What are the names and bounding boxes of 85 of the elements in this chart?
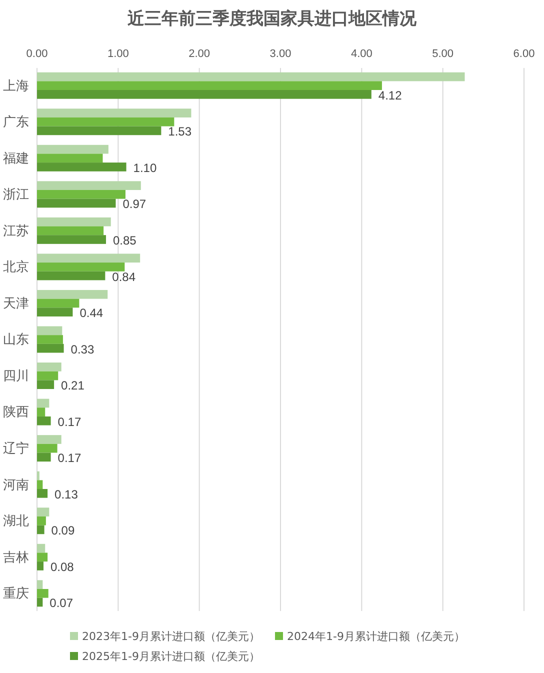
bar <box>37 480 43 490</box>
data-label: 0.07 <box>50 596 74 610</box>
legend-label: 2025年1-9月累计进口额（亿美元） <box>82 650 260 663</box>
bar <box>37 508 50 516</box>
bar <box>37 126 162 136</box>
data-label: 0.17 <box>58 451 82 466</box>
y-tick-label: 湖北 <box>3 513 29 528</box>
bar <box>37 290 108 299</box>
bar <box>37 144 108 154</box>
y-tick-label: 浙江 <box>3 186 29 202</box>
legend-label: 2023年1-9月累计进口额（亿美元） <box>82 630 260 643</box>
bar <box>37 262 125 272</box>
bar <box>37 162 126 172</box>
bar <box>37 416 51 426</box>
data-label: 0.84 <box>112 270 136 284</box>
bar <box>37 380 54 390</box>
bar <box>37 254 140 263</box>
y-tick-label: 江苏 <box>3 222 29 238</box>
bar <box>37 190 126 199</box>
bar <box>37 588 48 598</box>
bar <box>37 516 46 526</box>
bar <box>37 235 106 244</box>
x-tick-label: 3.00 <box>270 48 292 60</box>
bar <box>37 217 111 226</box>
x-tick-label: 4.00 <box>350 48 372 60</box>
bar <box>37 580 43 589</box>
bar <box>37 271 106 280</box>
bar <box>37 335 63 344</box>
bar <box>37 598 43 607</box>
y-tick-label: 辽宁 <box>3 440 29 456</box>
y-tick-label: 吉林 <box>3 549 29 564</box>
bar <box>37 308 73 316</box>
bar <box>37 72 465 82</box>
bar <box>37 452 51 462</box>
x-tick-label: 0.00 <box>26 48 48 60</box>
data-label: 4.12 <box>378 88 402 102</box>
bar <box>37 408 46 416</box>
data-label: 0.09 <box>51 524 75 538</box>
bar <box>37 154 103 163</box>
data-label: 0.33 <box>70 342 94 356</box>
bar <box>37 371 58 380</box>
bar <box>37 435 62 444</box>
data-label: 1.53 <box>168 124 192 139</box>
y-tick-label: 广东 <box>3 114 29 130</box>
y-tick-label: 天津 <box>3 295 29 310</box>
x-tick-label: 1.00 <box>107 48 129 60</box>
bar <box>37 90 372 99</box>
bar <box>37 326 62 336</box>
data-label: 0.13 <box>54 487 78 502</box>
bar <box>37 552 48 562</box>
x-tick-label: 6.00 <box>513 48 535 60</box>
bar <box>37 362 62 372</box>
y-tick-label: 陕西 <box>3 404 29 420</box>
bar <box>37 181 141 190</box>
data-label: 1.10 <box>133 160 157 175</box>
y-tick-label: 北京 <box>3 259 29 274</box>
data-label: 0.21 <box>61 378 85 393</box>
bar <box>37 444 58 453</box>
y-tick-label: 山东 <box>3 332 29 347</box>
bar <box>37 489 48 498</box>
bar <box>37 81 382 90</box>
data-label: 0.44 <box>80 306 104 320</box>
legend-label: 2024年1-9月累计进口额（亿美元） <box>287 630 465 643</box>
bar <box>37 544 46 553</box>
bar <box>37 117 174 126</box>
bar <box>37 525 44 534</box>
data-label: 0.08 <box>50 560 74 574</box>
bar <box>37 226 104 236</box>
y-tick-label: 四川 <box>3 368 29 383</box>
y-tick-label: 河南 <box>3 476 29 492</box>
bar <box>37 398 50 408</box>
bar <box>37 298 80 308</box>
data-label: 0.85 <box>112 234 137 248</box>
y-tick-label: 重庆 <box>3 586 29 601</box>
bar <box>37 562 44 570</box>
data-label: 0.97 <box>122 197 146 212</box>
x-tick-label: 5.00 <box>432 48 454 60</box>
chart-title: 近三年前三季度我国家具进口地区情况 <box>126 9 418 29</box>
bar <box>37 198 116 208</box>
bar <box>37 108 192 118</box>
y-tick-label: 福建 <box>3 150 29 166</box>
data-label: 0.17 <box>58 414 82 429</box>
y-tick-label: 上海 <box>3 78 29 93</box>
x-tick-label: 2.00 <box>188 48 210 60</box>
bar <box>37 344 64 353</box>
